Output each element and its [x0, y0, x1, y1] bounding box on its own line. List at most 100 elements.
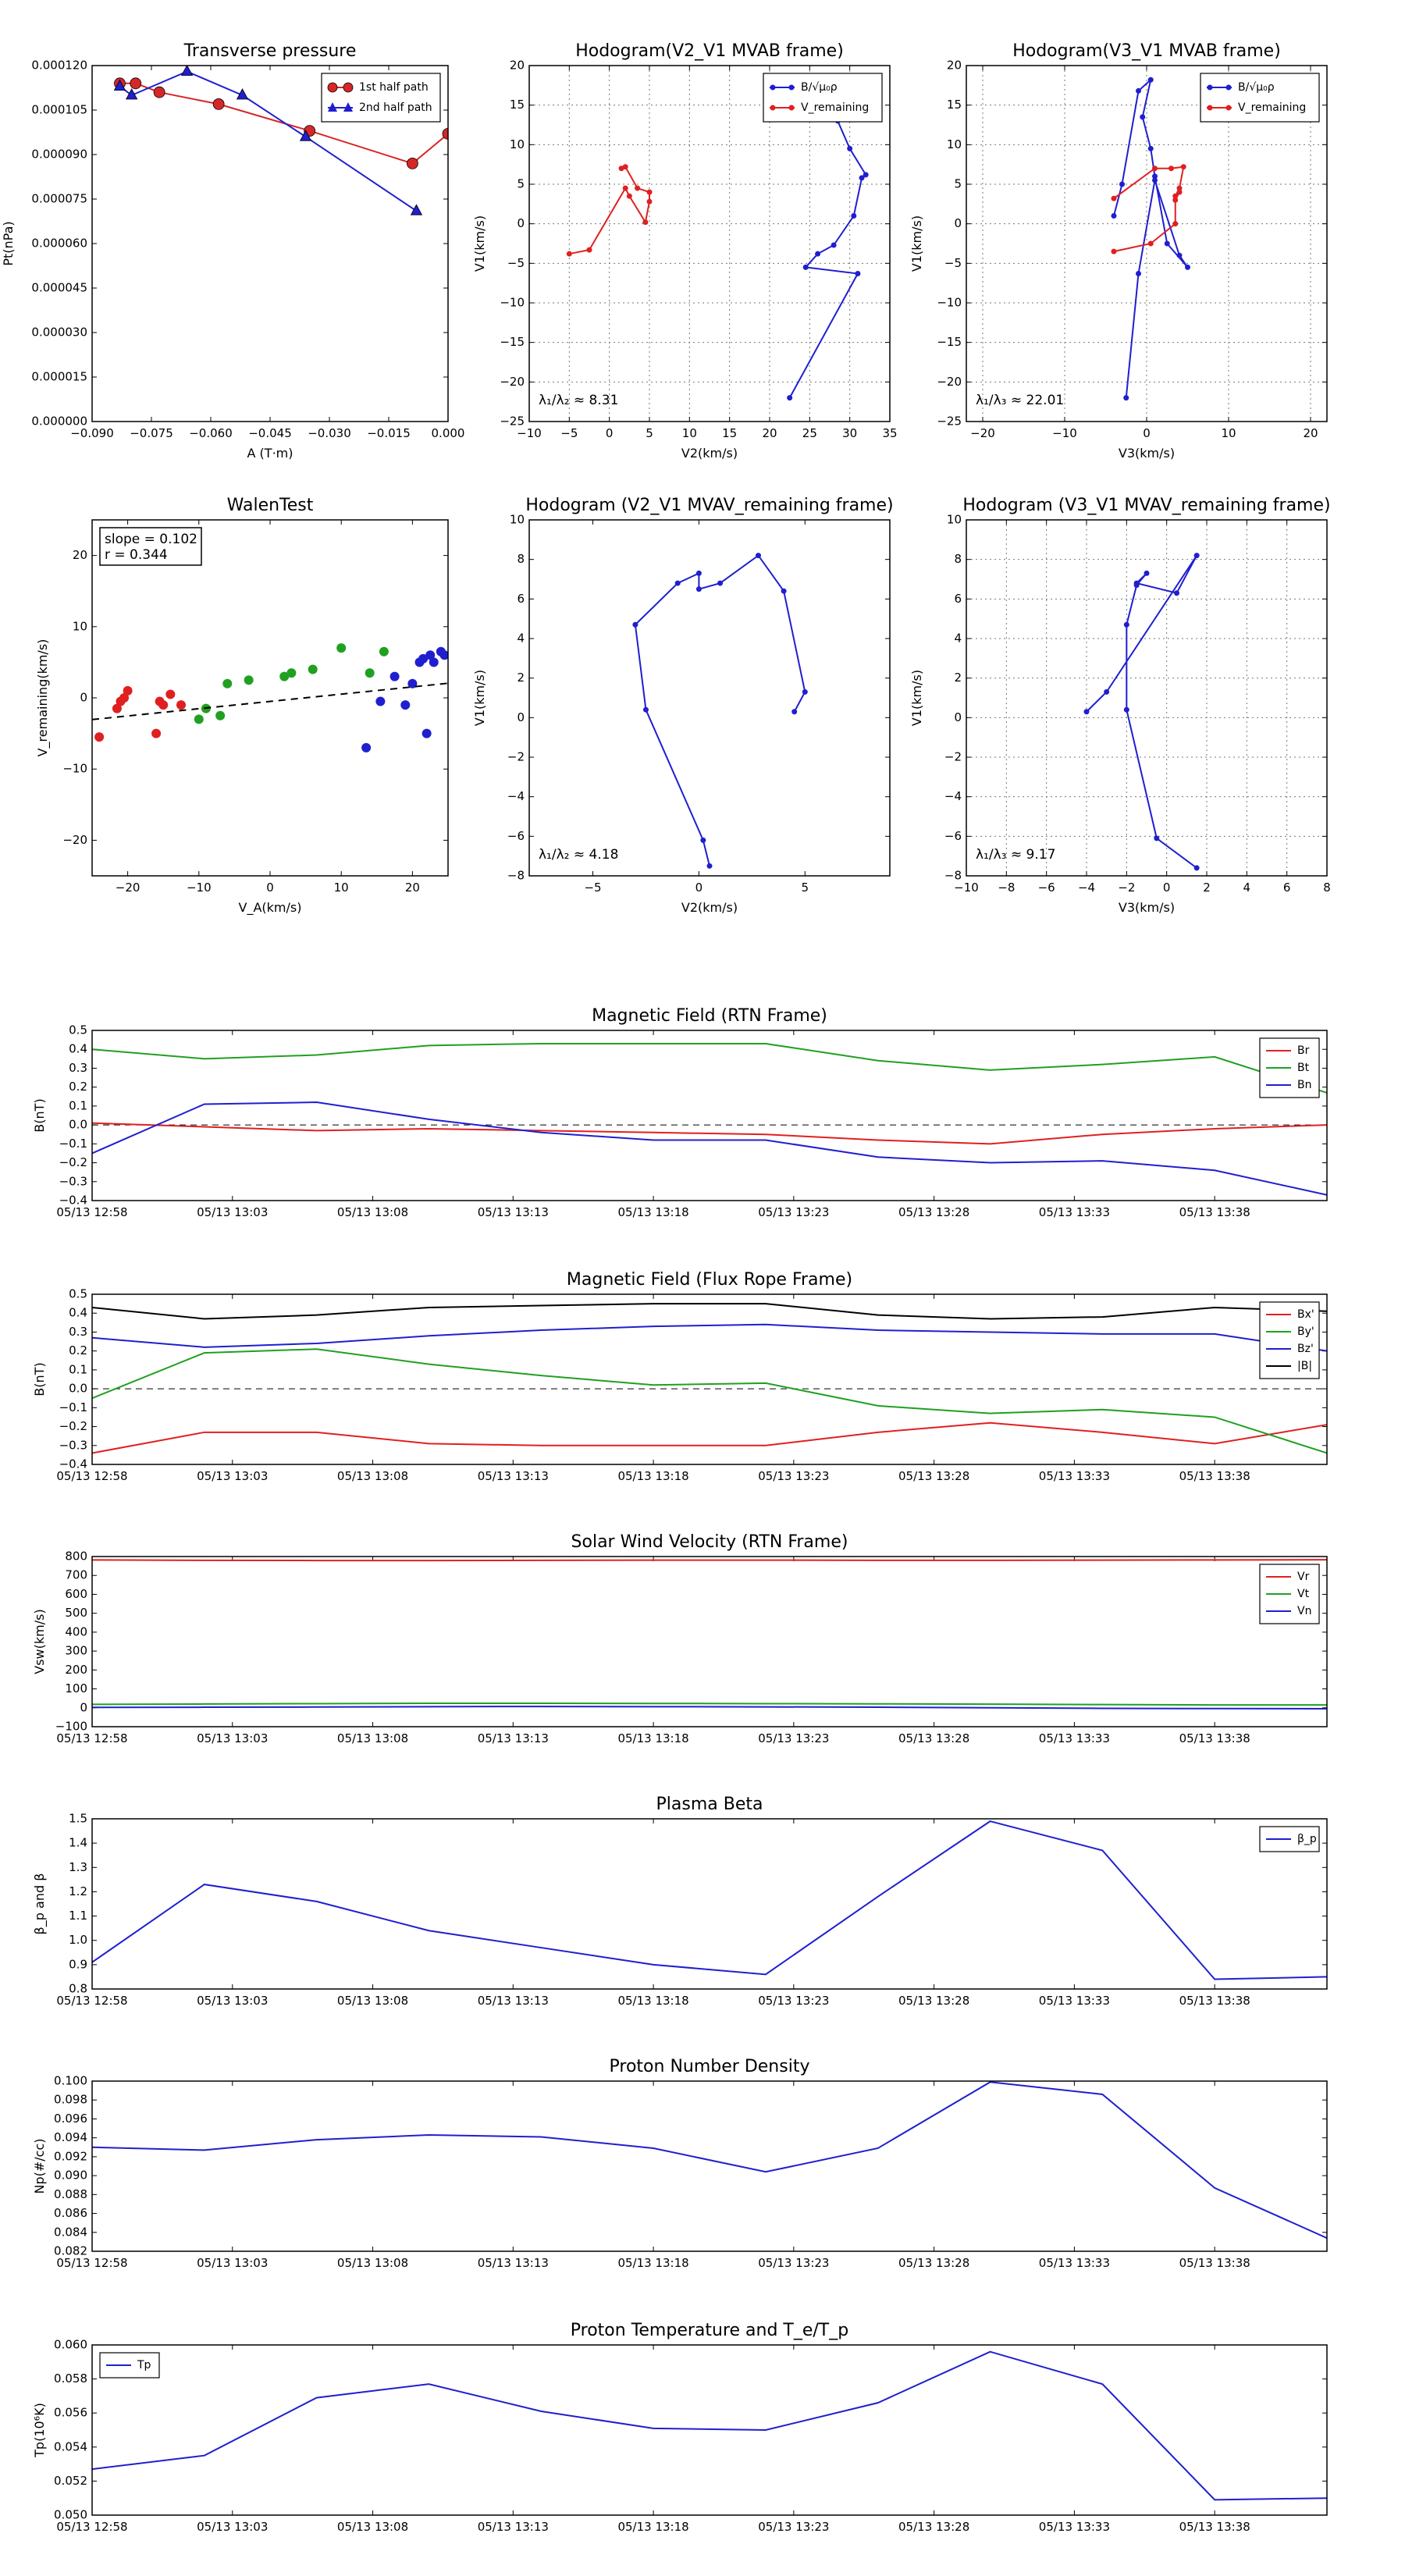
- x-tick-label: 05/13 13:08: [337, 2256, 408, 2270]
- data-point: [425, 650, 436, 660]
- chart-title: Transverse pressure: [183, 41, 357, 61]
- y-tick-label: 10: [73, 619, 87, 633]
- legend-marker: [770, 105, 776, 111]
- data-point: [336, 643, 347, 653]
- y-tick-label: −10: [937, 296, 962, 310]
- x-tick-label: 30: [842, 426, 857, 440]
- x-tick-label: 05/13 13:18: [617, 1469, 688, 1483]
- chart-hodo_v3v1_mvav: Hodogram (V3_V1 MVAV_remaining frame) −10…: [909, 496, 1331, 915]
- y-tick-label: 0.088: [54, 2187, 87, 2201]
- x-tick-label: −10: [187, 881, 212, 895]
- data-point: [365, 668, 375, 678]
- chart-title: Proton Temperature and T_e/T_p: [571, 2321, 848, 2340]
- x-tick-label: −0.075: [130, 426, 173, 440]
- plot-frame: [91, 519, 449, 877]
- y-tick-label: 0.098: [54, 2093, 87, 2107]
- y-tick-label: 0.5: [69, 1023, 87, 1037]
- data-point-dot: [802, 264, 809, 270]
- x-tick-label: −5: [560, 426, 578, 440]
- legend-marker: [1225, 84, 1232, 91]
- data-point-dot: [802, 688, 808, 695]
- y-tick-label: 2: [954, 671, 962, 685]
- legend-label: Br: [1297, 1044, 1310, 1057]
- legend-label: B/√μ₀ρ: [1238, 81, 1275, 94]
- x-tick-label: 05/13 13:28: [898, 2256, 969, 2270]
- y-tick-label: 0.096: [54, 2112, 87, 2126]
- x-tick-label: 05/13 13:03: [197, 1469, 268, 1483]
- data-point-triangle: [125, 88, 138, 100]
- legend-marker: [1225, 105, 1232, 111]
- chart-sw_vel: Solar Wind Velocity (RTN Frame)05/13 12:…: [32, 1532, 1328, 1745]
- chart-transverse: Transverse pressure−0.090 −0.075 −0.060 −0.…: [1, 41, 464, 461]
- chart-density: Proton Number Density 05/13 12:58 05/13 13…: [32, 2057, 1328, 2270]
- plot-frame: [91, 65, 449, 422]
- data-point-triangle: [113, 79, 126, 91]
- data-point-dot: [695, 570, 702, 576]
- x-tick-label: 05/13 13:23: [758, 2520, 829, 2534]
- series-line--b-: [92, 1303, 1327, 1320]
- chart-title: Solar Wind Velocity (RTN Frame): [571, 1532, 848, 1552]
- data-point-dot: [1172, 197, 1179, 203]
- y-tick-label: 400: [65, 1624, 87, 1638]
- data-point-dot: [791, 709, 798, 715]
- x-tick-label: 05/13 13:38: [1179, 2520, 1250, 2534]
- y-tick-label: 300: [65, 1644, 87, 1658]
- y-tick-label: 0.0: [69, 1382, 87, 1396]
- x-tick-label: 20: [405, 881, 420, 895]
- data-marks: [566, 76, 869, 401]
- y-tick-label: 0.000075: [31, 192, 87, 206]
- x-tick-label: 05/13 13:13: [478, 2520, 549, 2534]
- x-tick-label: 25: [802, 426, 817, 440]
- ratio-annotation: λ₁/λ₃ ≈ 22.01: [976, 393, 1064, 408]
- data-point-circle: [407, 157, 418, 169]
- legend: Bx' By' Bz' |B|: [1259, 1301, 1320, 1379]
- data-point-triangle: [236, 88, 249, 100]
- data-point-dot: [700, 837, 706, 843]
- legend: B/√μ₀ρ V_remaining: [763, 73, 883, 123]
- x-tick-label: 0: [1163, 881, 1171, 895]
- legend-label: 2nd half path: [359, 101, 432, 114]
- data-point: [418, 653, 429, 664]
- y-tick-label: 5: [517, 177, 525, 191]
- chart-temperature: Proton Temperature and T_e/T_p05/13 12:5…: [32, 2321, 1328, 2534]
- data-point: [123, 685, 133, 696]
- data-point: [286, 668, 297, 678]
- y-tick-label: −10: [62, 762, 87, 776]
- x-tick-label: 05/13 13:03: [197, 2256, 268, 2270]
- series-line-0: [92, 2081, 1327, 2239]
- x-tick-label: 10: [334, 881, 349, 895]
- data-point-dot: [632, 621, 638, 628]
- x-axis-label: V_A(km/s): [239, 900, 302, 916]
- y-tick-label: 700: [65, 1568, 87, 1582]
- y-tick-label: −6: [507, 829, 525, 843]
- y-tick-label: 0.1: [69, 1362, 87, 1376]
- x-tick-label: 05/13 13:28: [898, 1469, 969, 1483]
- x-tick-label: 05/13 13:13: [478, 1731, 549, 1745]
- data-point-dot: [1172, 193, 1179, 199]
- y-tick-label: 0.000090: [31, 148, 87, 162]
- data-point-dot: [1164, 240, 1170, 247]
- chart-title: WalenTest: [227, 496, 314, 515]
- x-tick-label: 05/13 12:58: [56, 1994, 127, 2008]
- data-marks: [92, 643, 448, 753]
- data-point-dot: [1176, 252, 1183, 258]
- y-tick-label: 0.4: [69, 1306, 87, 1320]
- data-point-dot: [1083, 709, 1090, 715]
- chart-hodo_v3v1_mvab: Hodogram(V3_V1 MVAB frame) −20 −10 0 10 20 −25…: [909, 41, 1328, 461]
- data-point-dot: [566, 251, 572, 257]
- y-axis-label: V_remaining(km/s): [35, 639, 51, 757]
- data-point: [429, 657, 439, 667]
- axis-ticks: −0.090 −0.075 −0.060 −0.045 −0.030 −0.015 0.00…: [31, 59, 464, 441]
- series-line-by-: [92, 1348, 1327, 1454]
- x-tick-label: −4: [1078, 881, 1095, 895]
- chart-title: Hodogram(V2_V1 MVAB frame): [575, 41, 844, 61]
- legend-marker: [343, 102, 353, 112]
- data-point-dot: [622, 185, 628, 191]
- data-point-dot: [1174, 590, 1179, 596]
- x-tick-label: 0: [695, 881, 703, 895]
- series-line-br: [92, 1122, 1327, 1145]
- y-tick-label: 100: [65, 1681, 87, 1695]
- x-tick-label: 05/13 13:18: [617, 2256, 688, 2270]
- x-tick-label: 05/13 13:03: [197, 1205, 268, 1219]
